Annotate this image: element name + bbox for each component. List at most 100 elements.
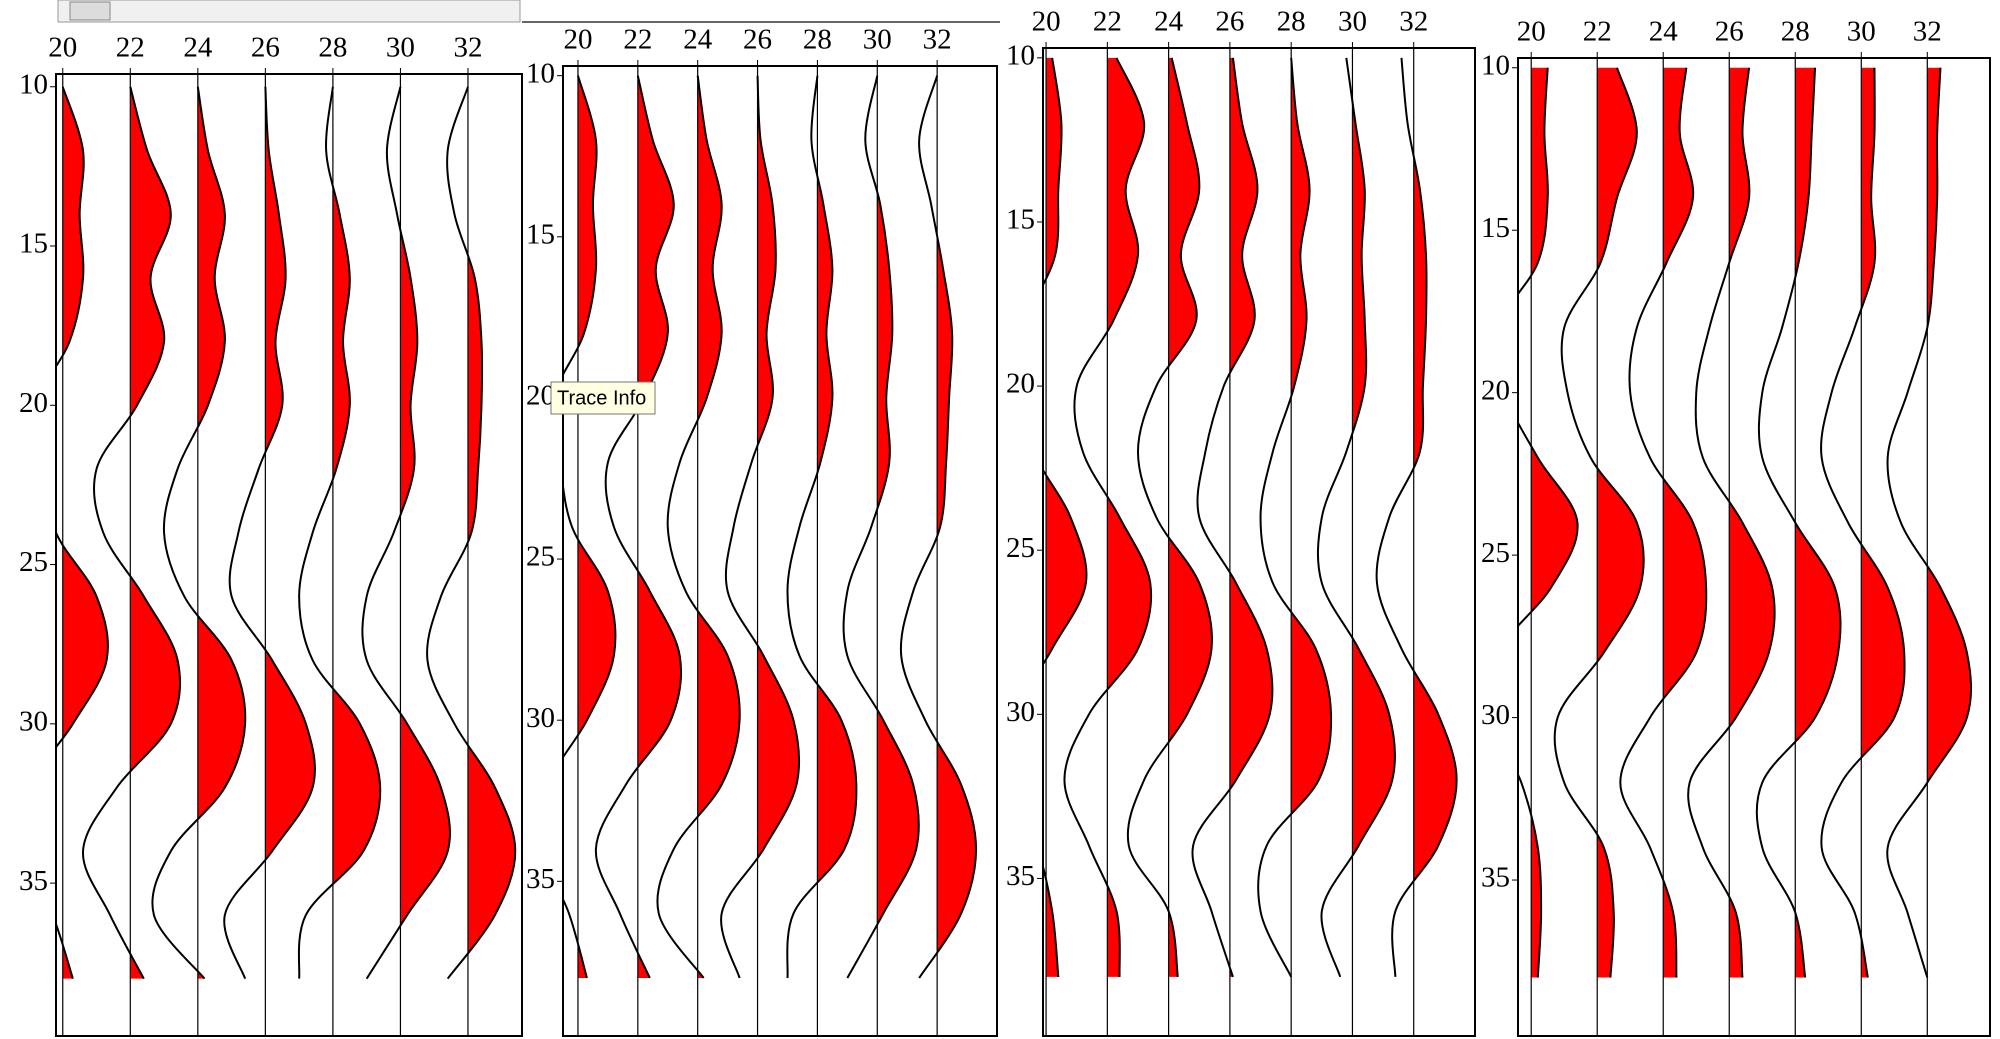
trace-fill (130, 86, 181, 979)
x-tick-label: 24 (183, 32, 213, 64)
x-tick-label: 22 (1583, 16, 1612, 48)
trace-line (656, 75, 741, 979)
panel-frame (1517, 57, 1991, 1037)
y-tick-label: 20 (1481, 374, 1510, 406)
x-tick-label: 26 (743, 24, 772, 56)
y-tick-label: 10 (1006, 40, 1035, 72)
x-tick-label: 22 (1093, 6, 1122, 38)
y-tick-label: 10 (1481, 49, 1510, 81)
x-tick-label: 30 (1338, 6, 1367, 38)
x-tick-label: 32 (923, 24, 952, 56)
trace-fill (1229, 57, 1273, 977)
trace-line (361, 86, 451, 980)
trace-line (56, 86, 109, 979)
x-tick-label: 32 (1913, 16, 1942, 48)
trace-line (1375, 57, 1458, 977)
trace-fill (1795, 67, 1841, 978)
y-tick-label: 15 (1481, 212, 1510, 244)
panel: 20 22 24 26 28 30 32 10 15 20 25 30 35 (526, 24, 998, 1037)
x-tick-label: 26 (1715, 16, 1744, 48)
tooltip: Trace Info (550, 381, 656, 415)
x-tick-label: 20 (1517, 16, 1546, 48)
trace-fill (697, 75, 740, 978)
x-tick-label: 28 (803, 24, 832, 56)
y-tick-label: 10 (526, 57, 555, 89)
x-tick-label: 30 (386, 32, 415, 64)
trace-line (1553, 67, 1645, 978)
y-tick-label: 25 (1006, 532, 1035, 564)
trace-fill (1291, 57, 1332, 815)
trace-line (842, 75, 920, 979)
y-tick-label: 15 (1006, 204, 1035, 236)
trace-line (297, 86, 382, 979)
trace-fill (1168, 57, 1212, 977)
panel-frame (55, 73, 523, 1037)
plot-area (1518, 58, 1973, 1036)
tooltip-text: Trace Info (557, 387, 646, 409)
trace-line (1043, 57, 1088, 978)
trace-fill (817, 75, 857, 978)
trace-line (1063, 57, 1153, 977)
y-tick-label: 20 (19, 387, 48, 419)
trace-line (1755, 67, 1842, 978)
y-tick-label: 15 (19, 228, 48, 260)
tooltip-box (550, 381, 656, 415)
trace-fill (1729, 67, 1775, 978)
trace-fill (1597, 67, 1644, 978)
trace-fill (1861, 67, 1905, 978)
plot-area (563, 66, 978, 1036)
panel: 20 22 24 26 28 30 32 10 15 20 25 30 35 (1481, 16, 1991, 1037)
x-tick-label: 22 (623, 24, 652, 56)
plot-area (1043, 48, 1458, 1036)
trace-line (1257, 57, 1333, 978)
trace-fill (1663, 67, 1707, 978)
scrollbar-thumb[interactable] (69, 1, 111, 21)
trace-line (720, 75, 801, 979)
trace-fill (1927, 67, 1972, 978)
trace-fill (197, 86, 246, 979)
trace-line (1619, 67, 1708, 978)
trace-fill (265, 86, 315, 860)
trace-line (1316, 57, 1396, 978)
trace-fill (937, 75, 977, 978)
y-tick-label: 25 (526, 541, 555, 573)
trace-line (1126, 57, 1213, 978)
plot-area (56, 74, 517, 1036)
y-tick-label: 30 (1481, 699, 1510, 731)
trace-fill (757, 75, 800, 978)
panel: 20 22 24 26 28 30 32 10 15 20 25 30 35 (1006, 6, 1476, 1037)
x-tick-label: 24 (1154, 6, 1184, 38)
x-tick-label: 20 (48, 32, 77, 64)
y-tick-label: 20 (526, 380, 555, 412)
trace-line (1191, 57, 1274, 978)
x-tick-label: 28 (1277, 6, 1306, 38)
trace-fill (877, 75, 919, 978)
y-tick-label: 30 (19, 705, 48, 737)
scrollbar-track (57, 0, 521, 23)
trace-line (426, 86, 517, 980)
panel: 20 22 24 26 28 30 32 10 15 20 25 30 35 (19, 32, 523, 1037)
x-tick-label: 24 (1649, 16, 1679, 48)
trace-line (151, 86, 247, 980)
panel-frame (1042, 47, 1476, 1037)
trace-line (786, 75, 858, 979)
trace-line (594, 75, 683, 979)
x-tick-label: 28 (318, 32, 347, 64)
y-tick-label: 10 (19, 68, 48, 100)
trace-fill (400, 86, 450, 979)
y-tick-label: 25 (1481, 537, 1510, 569)
trace-line (1886, 67, 1973, 978)
trace-fill (1531, 67, 1578, 978)
x-tick-label: 30 (1847, 16, 1876, 48)
trace-fill (1046, 57, 1087, 977)
x-tick-label: 20 (563, 24, 592, 56)
x-tick-label: 32 (453, 32, 482, 64)
y-tick-label: 30 (526, 702, 555, 734)
scrollbar (57, 0, 521, 23)
y-tick-label: 20 (1006, 368, 1035, 400)
x-tick-label: 24 (683, 24, 713, 56)
y-tick-label: 25 (19, 546, 48, 578)
trace-fill (577, 75, 616, 978)
y-tick-label: 35 (526, 863, 555, 895)
